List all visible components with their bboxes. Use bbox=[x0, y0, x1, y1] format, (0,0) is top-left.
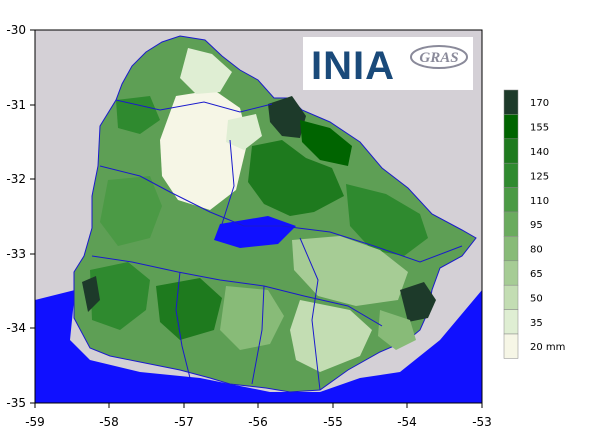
legend-label: 95 bbox=[530, 220, 543, 231]
y-tick-label: -31 bbox=[6, 98, 26, 112]
color-legend: 170 155 140 125 110 95 80 65 50 35 20 mm bbox=[503, 89, 565, 359]
legend-label: 125 bbox=[530, 171, 549, 182]
legend-label: 155 bbox=[530, 123, 549, 134]
legend-swatch bbox=[503, 309, 519, 335]
legend-swatch bbox=[503, 260, 519, 286]
legend-label: 80 bbox=[530, 245, 543, 256]
x-tick-label: -56 bbox=[248, 415, 268, 429]
x-tick-label: -59 bbox=[25, 415, 45, 429]
legend-swatch bbox=[503, 333, 519, 359]
x-tick-label: -57 bbox=[174, 415, 194, 429]
legend-swatch bbox=[503, 138, 519, 164]
x-tick-label: -53 bbox=[472, 415, 492, 429]
legend-swatch bbox=[503, 211, 519, 237]
legend-label: 65 bbox=[530, 269, 543, 280]
legend-swatch bbox=[503, 162, 519, 188]
river-network bbox=[91, 99, 463, 391]
inia-logo: INIA GRAS bbox=[303, 37, 473, 90]
y-tick-label: -33 bbox=[6, 247, 26, 261]
gras-logo-text: GRAS bbox=[419, 50, 458, 66]
legend-label: 35 bbox=[530, 318, 543, 329]
legend-swatch bbox=[503, 114, 519, 140]
legend-label: 140 bbox=[530, 147, 549, 158]
x-tick-label: -58 bbox=[99, 415, 119, 429]
legend-swatch bbox=[503, 187, 519, 213]
legend-label: 20 mm bbox=[530, 342, 565, 353]
y-tick-label: -35 bbox=[6, 396, 26, 410]
legend-swatch bbox=[503, 89, 519, 115]
logo-panel: INIA GRAS bbox=[303, 37, 473, 90]
legend-label: 110 bbox=[530, 196, 549, 207]
precipitation-patches bbox=[82, 48, 436, 372]
inia-logo-text: INIA bbox=[311, 44, 395, 88]
x-tick-label: -55 bbox=[323, 415, 343, 429]
legend-label: 170 bbox=[530, 98, 549, 109]
y-tick-label: -30 bbox=[6, 23, 26, 37]
y-tick-label: -32 bbox=[6, 172, 26, 186]
y-axis: -30 -31 -32 -33 -34 -35 bbox=[6, 23, 35, 410]
x-axis: -59 -58 -57 -56 -55 -54 -53 bbox=[25, 403, 492, 429]
y-tick-label: -34 bbox=[6, 321, 26, 335]
legend-swatch bbox=[503, 284, 519, 310]
x-tick-label: -54 bbox=[397, 415, 417, 429]
legend-swatch bbox=[503, 236, 519, 262]
ocean-water bbox=[35, 290, 482, 403]
gras-logo-ellipse bbox=[410, 45, 468, 69]
legend-label: 50 bbox=[530, 293, 543, 304]
